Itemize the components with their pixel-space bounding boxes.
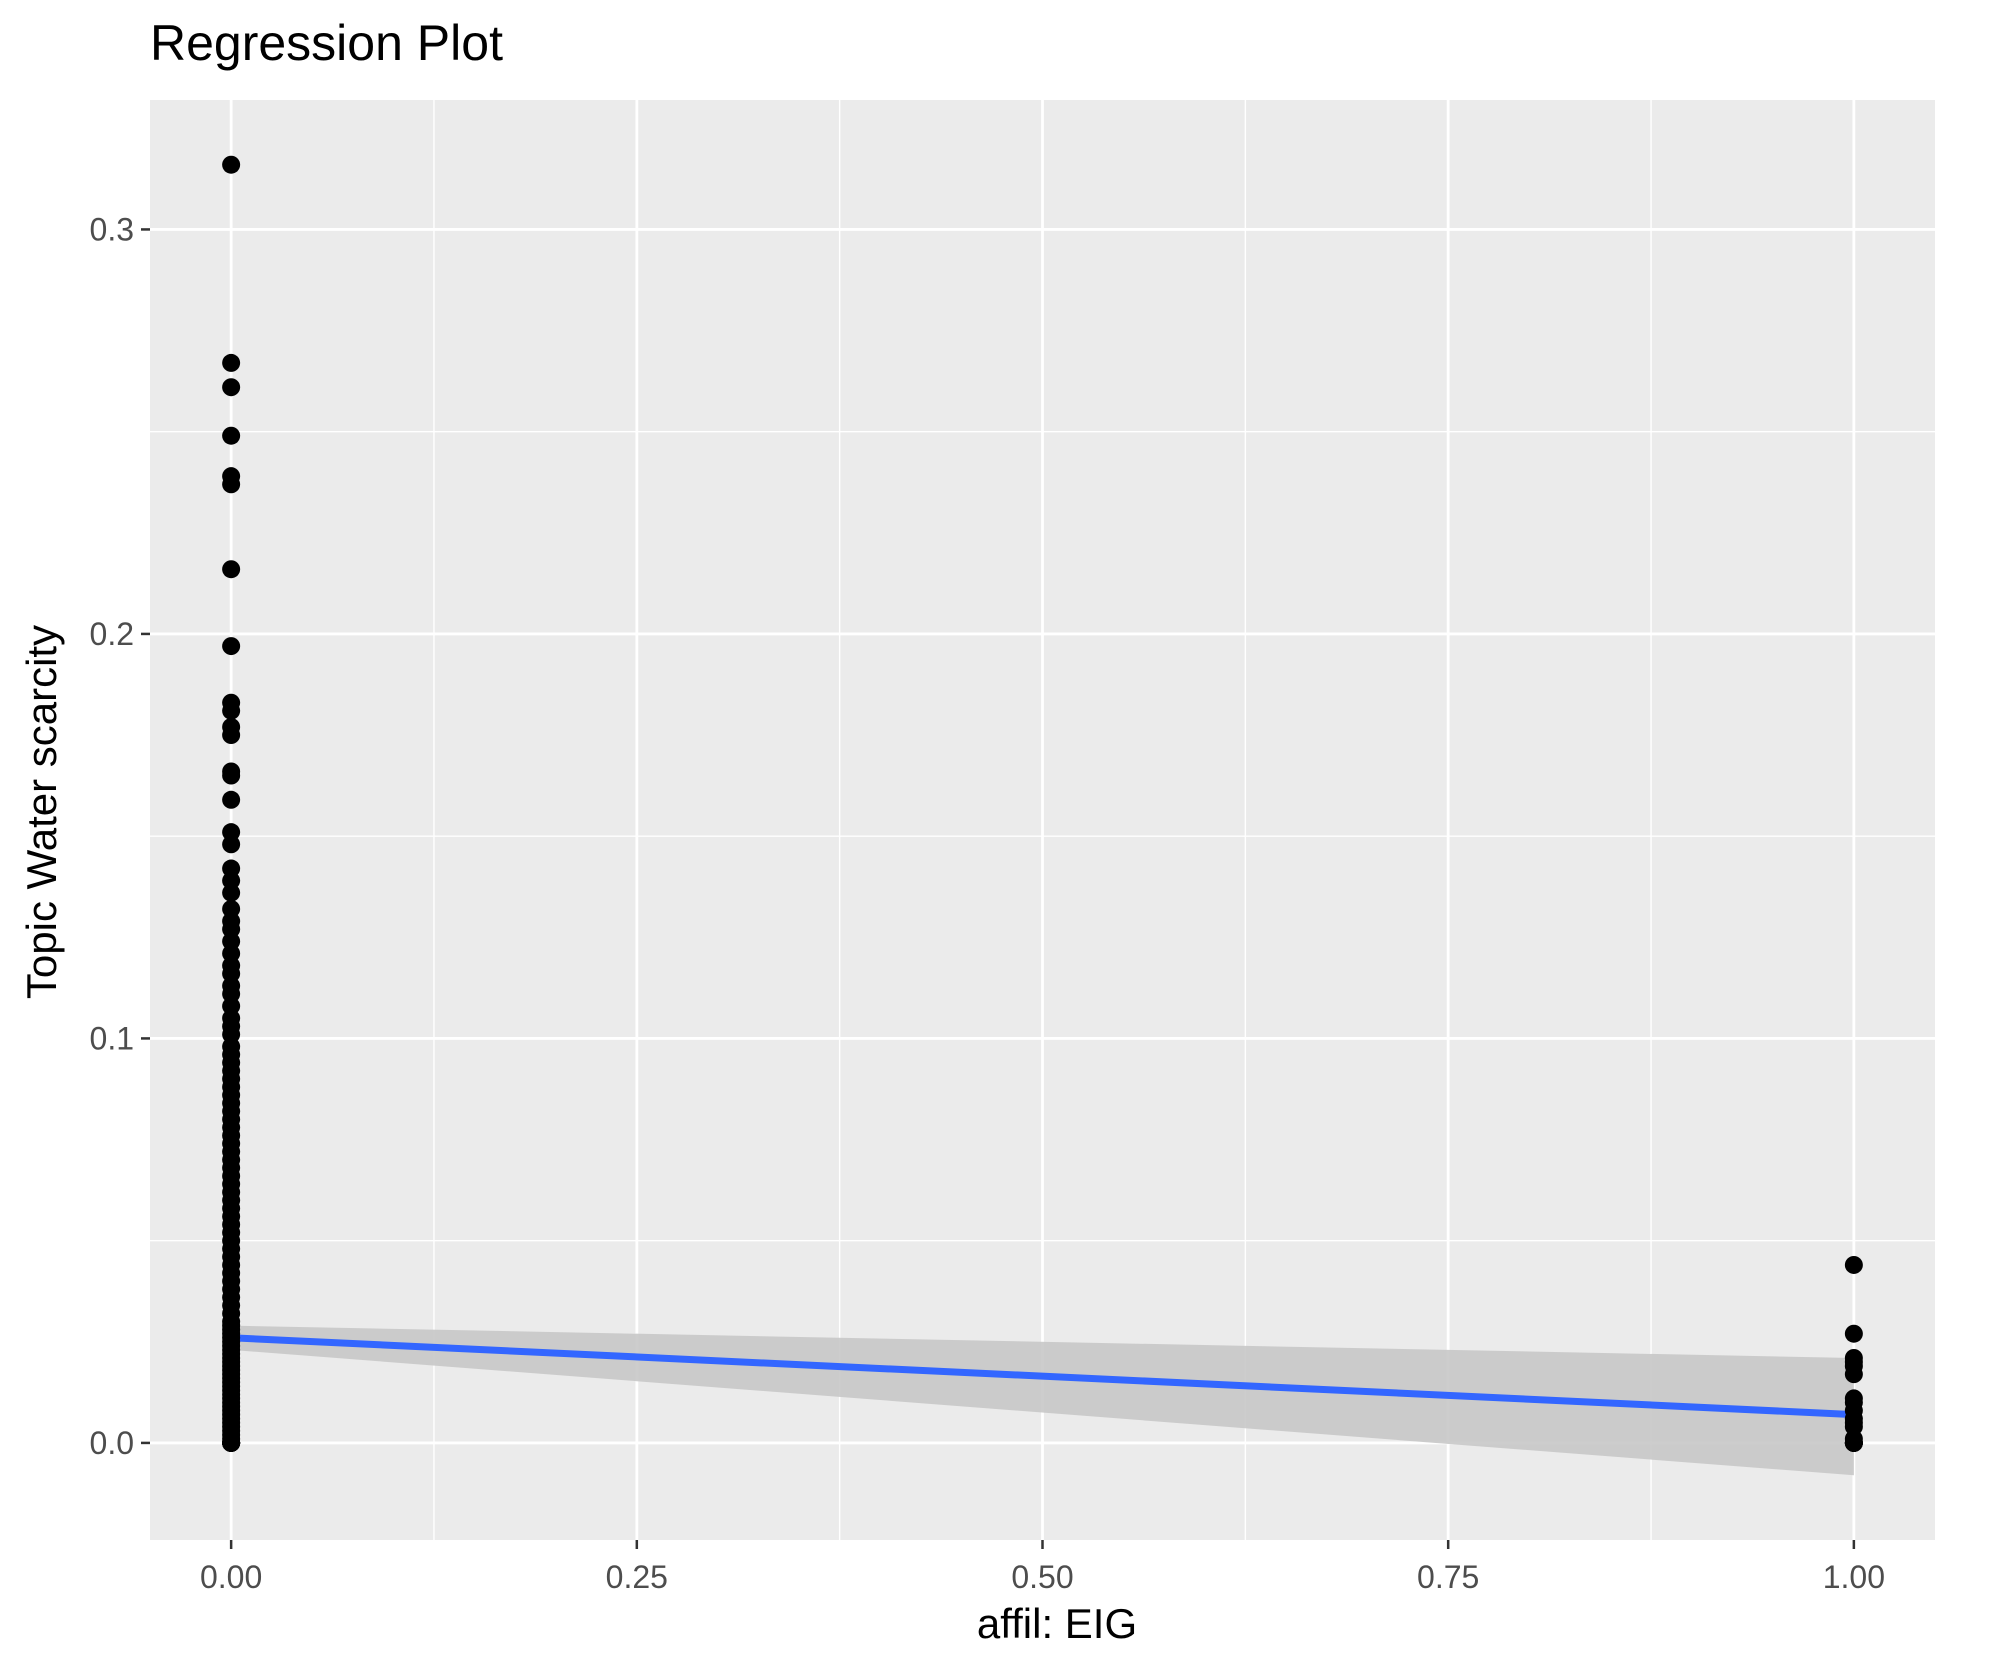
y-tick-label: 0.3 bbox=[90, 211, 134, 247]
x-tick-label: 0.75 bbox=[1417, 1559, 1479, 1595]
data-point bbox=[1844, 1365, 1863, 1384]
confidence-band bbox=[231, 1325, 1854, 1476]
data-point bbox=[1844, 1255, 1863, 1274]
x-tick-label: 0.00 bbox=[200, 1559, 262, 1595]
y-tick-label: 0.0 bbox=[90, 1425, 134, 1461]
y-axis-title: Topic Water scarcity bbox=[18, 625, 65, 999]
grid-lines bbox=[150, 100, 1935, 1540]
data-point bbox=[1844, 1433, 1863, 1452]
x-tick-label: 0.25 bbox=[606, 1559, 668, 1595]
data-point bbox=[222, 835, 241, 854]
data-points bbox=[222, 155, 1863, 1452]
regression-line bbox=[230, 1334, 1855, 1419]
data-point bbox=[222, 883, 241, 902]
data-point bbox=[222, 353, 241, 372]
data-point bbox=[222, 701, 241, 720]
data-point bbox=[222, 378, 241, 397]
y-tick-label: 0.1 bbox=[90, 1020, 134, 1056]
y-tick-label: 0.2 bbox=[90, 616, 134, 652]
data-point bbox=[222, 1433, 241, 1452]
data-point bbox=[222, 560, 241, 579]
data-point bbox=[222, 766, 241, 785]
data-point bbox=[222, 790, 241, 809]
chart-title: Regression Plot bbox=[150, 15, 503, 71]
data-point bbox=[222, 637, 241, 656]
axes: 0.00 0.25 0.50 0.75 1.00 0.0 0.1 0.2 0.3 bbox=[90, 211, 1885, 1595]
confidence-band-layer bbox=[231, 1325, 1854, 1476]
x-tick-label: 0.50 bbox=[1011, 1559, 1073, 1595]
data-point bbox=[222, 475, 241, 494]
x-axis-title: affil: EIG bbox=[977, 1600, 1137, 1647]
data-point bbox=[222, 426, 241, 445]
fit-line-layer bbox=[230, 1334, 1855, 1419]
data-point bbox=[1844, 1324, 1863, 1343]
data-point bbox=[222, 155, 241, 174]
x-tick-label: 1.00 bbox=[1823, 1559, 1885, 1595]
data-point bbox=[222, 726, 241, 745]
